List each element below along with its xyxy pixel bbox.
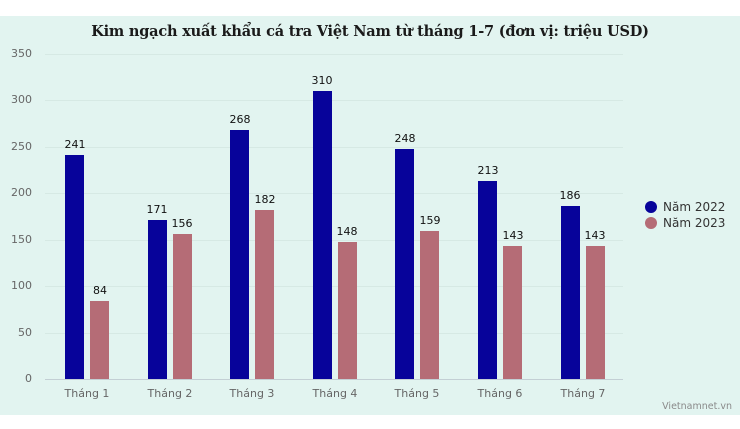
bar-năm-2022[interactable] <box>313 91 332 379</box>
y-tick-label: 200 <box>11 186 32 199</box>
y-tick-label: 150 <box>11 233 32 246</box>
x-axis-line <box>45 379 623 380</box>
chart-background <box>0 16 740 415</box>
bar-năm-2023[interactable] <box>173 234 192 379</box>
x-tick-label: Tháng 1 <box>64 387 110 400</box>
data-label: 84 <box>93 284 107 297</box>
bar-năm-2022[interactable] <box>395 149 414 379</box>
data-label: 171 <box>146 203 168 216</box>
x-tick-label: Tháng 4 <box>312 387 358 400</box>
gridline <box>45 240 623 241</box>
x-tick-label: Tháng 2 <box>147 387 193 400</box>
gridline <box>45 54 623 55</box>
data-label: 182 <box>254 193 276 206</box>
legend: Năm 2022 Năm 2023 <box>645 199 725 231</box>
gridline <box>45 100 623 101</box>
bar-năm-2023[interactable] <box>90 301 109 379</box>
data-label: 310 <box>311 74 333 87</box>
gridline <box>45 193 623 194</box>
bar-năm-2023[interactable] <box>503 246 522 379</box>
chart-title: Kim ngạch xuất khẩu cá tra Việt Nam từ t… <box>91 23 649 40</box>
legend-label: Năm 2023 <box>663 216 726 230</box>
y-tick-label: 50 <box>18 326 32 339</box>
x-tick-label: Tháng 7 <box>560 387 606 400</box>
bar-năm-2023[interactable] <box>420 231 439 379</box>
gridline <box>45 147 623 148</box>
bar-năm-2023[interactable] <box>586 246 605 379</box>
gridline <box>45 286 623 287</box>
legend-item-2022[interactable]: Năm 2022 <box>645 199 725 215</box>
y-tick-label: 100 <box>11 279 32 292</box>
gridline <box>45 333 623 334</box>
x-tick-label: Tháng 3 <box>229 387 275 400</box>
bar-năm-2023[interactable] <box>338 242 357 379</box>
legend-marker-icon <box>645 217 657 229</box>
x-tick-label: Tháng 5 <box>394 387 440 400</box>
data-label: 186 <box>559 189 581 202</box>
source-credit: Vietnamnet.vn <box>662 401 732 412</box>
y-tick-label: 0 <box>25 372 32 385</box>
bar-năm-2023[interactable] <box>255 210 274 379</box>
x-tick-label: Tháng 6 <box>477 387 523 400</box>
legend-label: Năm 2022 <box>663 200 726 214</box>
bar-năm-2022[interactable] <box>561 206 580 379</box>
legend-item-2023[interactable]: Năm 2023 <box>645 215 725 231</box>
data-label: 213 <box>477 164 499 177</box>
bar-năm-2022[interactable] <box>65 155 84 379</box>
data-label: 248 <box>394 132 416 145</box>
data-label: 148 <box>336 225 358 238</box>
data-label: 241 <box>64 138 86 151</box>
bar-năm-2022[interactable] <box>230 130 249 379</box>
y-tick-label: 300 <box>11 93 32 106</box>
data-label: 143 <box>584 229 606 242</box>
y-tick-label: 350 <box>11 47 32 60</box>
legend-marker-icon <box>645 201 657 213</box>
bar-năm-2022[interactable] <box>148 220 167 379</box>
data-label: 268 <box>229 113 251 126</box>
data-label: 159 <box>419 214 441 227</box>
y-tick-label: 250 <box>11 140 32 153</box>
data-label: 143 <box>502 229 524 242</box>
bar-năm-2022[interactable] <box>478 181 497 379</box>
data-label: 156 <box>171 217 193 230</box>
